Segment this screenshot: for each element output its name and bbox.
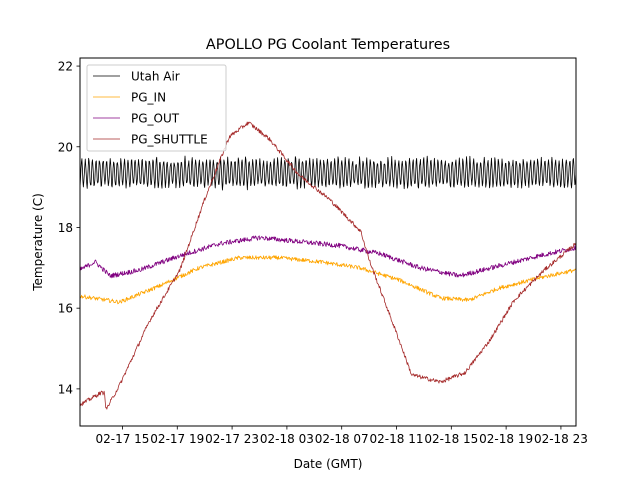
y-tick-label: 18 [58, 221, 73, 235]
legend: Utah Air PG_IN PG_OUT PG_SHUTTLE [86, 64, 227, 152]
chart-title: APOLLO PG Coolant Temperatures [206, 37, 450, 53]
legend-label: PG_OUT [131, 112, 180, 126]
legend-label: PG_SHUTTLE [131, 133, 208, 147]
legend-frame [86, 64, 227, 152]
y-tick-label: 20 [58, 140, 73, 154]
x-tick-label: 02-18 19 [479, 432, 533, 446]
x-tick-label: 02-18 23 [534, 432, 588, 446]
plot-area [80, 121, 576, 410]
legend-entry: PG_OUT [93, 112, 180, 126]
series-line-pg-shuttle [80, 121, 576, 410]
axes-frame [79, 57, 577, 427]
x-axis-label: Date (GMT) [294, 457, 363, 471]
x-tick-label: 02-17 23 [205, 432, 259, 446]
y-tick-label: 16 [58, 302, 73, 316]
legend-entry: PG_SHUTTLE [93, 133, 208, 147]
y-tick-label: 14 [58, 382, 73, 396]
x-tick-label: 02-18 03 [260, 432, 314, 446]
legend-label: Utah Air [131, 70, 180, 84]
series-layer [80, 121, 576, 410]
series-line-pg-in [80, 255, 576, 305]
y-tick-label: 22 [58, 60, 73, 74]
y-axis-label: Temperature (C) [31, 193, 45, 292]
x-tick-label: 02-17 19 [150, 432, 204, 446]
x-tick-label: 02-17 15 [95, 432, 149, 446]
legend-entry: PG_IN [93, 91, 166, 105]
x-tick-label: 02-18 15 [424, 432, 478, 446]
x-tick-label: 02-18 11 [370, 432, 424, 446]
legend-entry: Utah Air [93, 70, 180, 84]
y-axis: 14 16 18 20 22 [58, 60, 80, 396]
series-line-pg-out [80, 235, 576, 279]
x-tick-label: 02-18 07 [315, 432, 369, 446]
legend-label: PG_IN [131, 91, 166, 105]
x-axis: 02-17 15 02-17 19 02-17 23 02-18 03 02-18 07… [95, 426, 588, 446]
series-line-utah-air [80, 155, 576, 191]
